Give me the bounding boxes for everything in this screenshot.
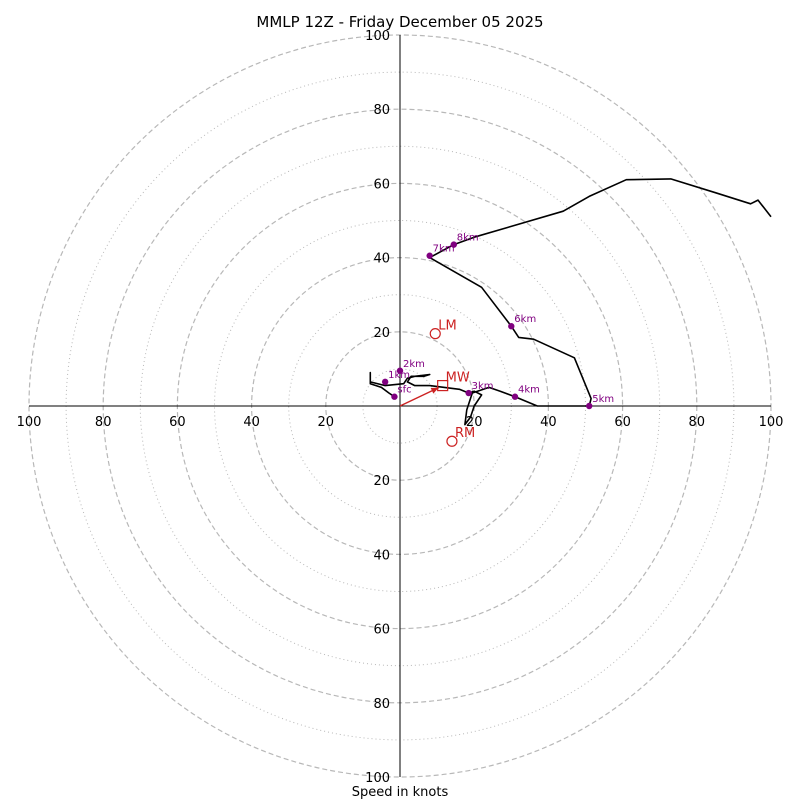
y-tick-label: 80: [373, 103, 390, 118]
height-marker-label: 7km: [433, 244, 455, 255]
height-marker-label: 3km: [472, 381, 494, 392]
height-marker-label: 8km: [457, 233, 479, 244]
storm-motion-label: LM: [438, 319, 456, 334]
height-marker-point: [511, 393, 519, 400]
y-tick-label: 20: [373, 474, 390, 489]
x-tick-label: 100: [17, 415, 42, 430]
tick-labels: 100 80 60 40 20 20 40 60 80 100100806040202040608…: [17, 29, 784, 786]
storm-motion-markers: MW LM RM: [399, 319, 475, 447]
hodograph-line: [369, 178, 772, 426]
storm-motion-marker: [446, 435, 458, 447]
height-marker-point: [508, 323, 515, 330]
storm-motion-marker: [437, 379, 449, 392]
height-marker-label: 6km: [514, 314, 536, 325]
storm-motion-marker: [429, 328, 441, 340]
height-marker-point: [381, 378, 389, 386]
height-marker-point: [391, 393, 398, 400]
height-marker-label: 4km: [518, 385, 540, 396]
x-axis-label: Speed in knots: [352, 785, 449, 800]
height-marker-label: 2km: [403, 359, 425, 370]
y-tick-label: 80: [373, 697, 390, 712]
chart-title: MMLP 12Z - Friday December 05 2025: [256, 13, 543, 31]
y-tick-label: 60: [373, 623, 390, 638]
x-tick-label: 20: [318, 415, 335, 430]
y-tick-label: 100: [365, 771, 390, 786]
height-marker-point: [450, 241, 457, 248]
x-tick-label: 80: [689, 415, 706, 430]
x-tick-label: 40: [540, 415, 557, 430]
y-tick-label: 40: [373, 252, 390, 267]
height-marker-point: [426, 252, 433, 259]
height-marker-point: [586, 402, 593, 410]
hodograph-trace: [369, 178, 772, 426]
storm-motion-label: MW: [446, 371, 470, 386]
x-tick-label: 40: [243, 415, 260, 430]
mean-wind-arrowhead: [430, 387, 439, 394]
storm-motion-label: RM: [455, 426, 475, 441]
y-tick-label: 20: [373, 326, 390, 341]
height-marker-label: sfc: [397, 385, 411, 396]
x-tick-label: 80: [95, 415, 112, 430]
y-tick-label: 40: [373, 548, 390, 563]
x-tick-label: 60: [614, 415, 631, 430]
height-marker-label: 1km: [388, 370, 410, 381]
height-marker-point: [396, 367, 404, 374]
height-marker-point: [465, 389, 472, 397]
x-tick-label: 60: [169, 415, 186, 430]
y-tick-label: 60: [373, 177, 390, 192]
x-tick-label: 100: [759, 415, 784, 430]
y-tick-label: 100: [365, 29, 390, 44]
height-marker-label: 5km: [592, 394, 614, 405]
